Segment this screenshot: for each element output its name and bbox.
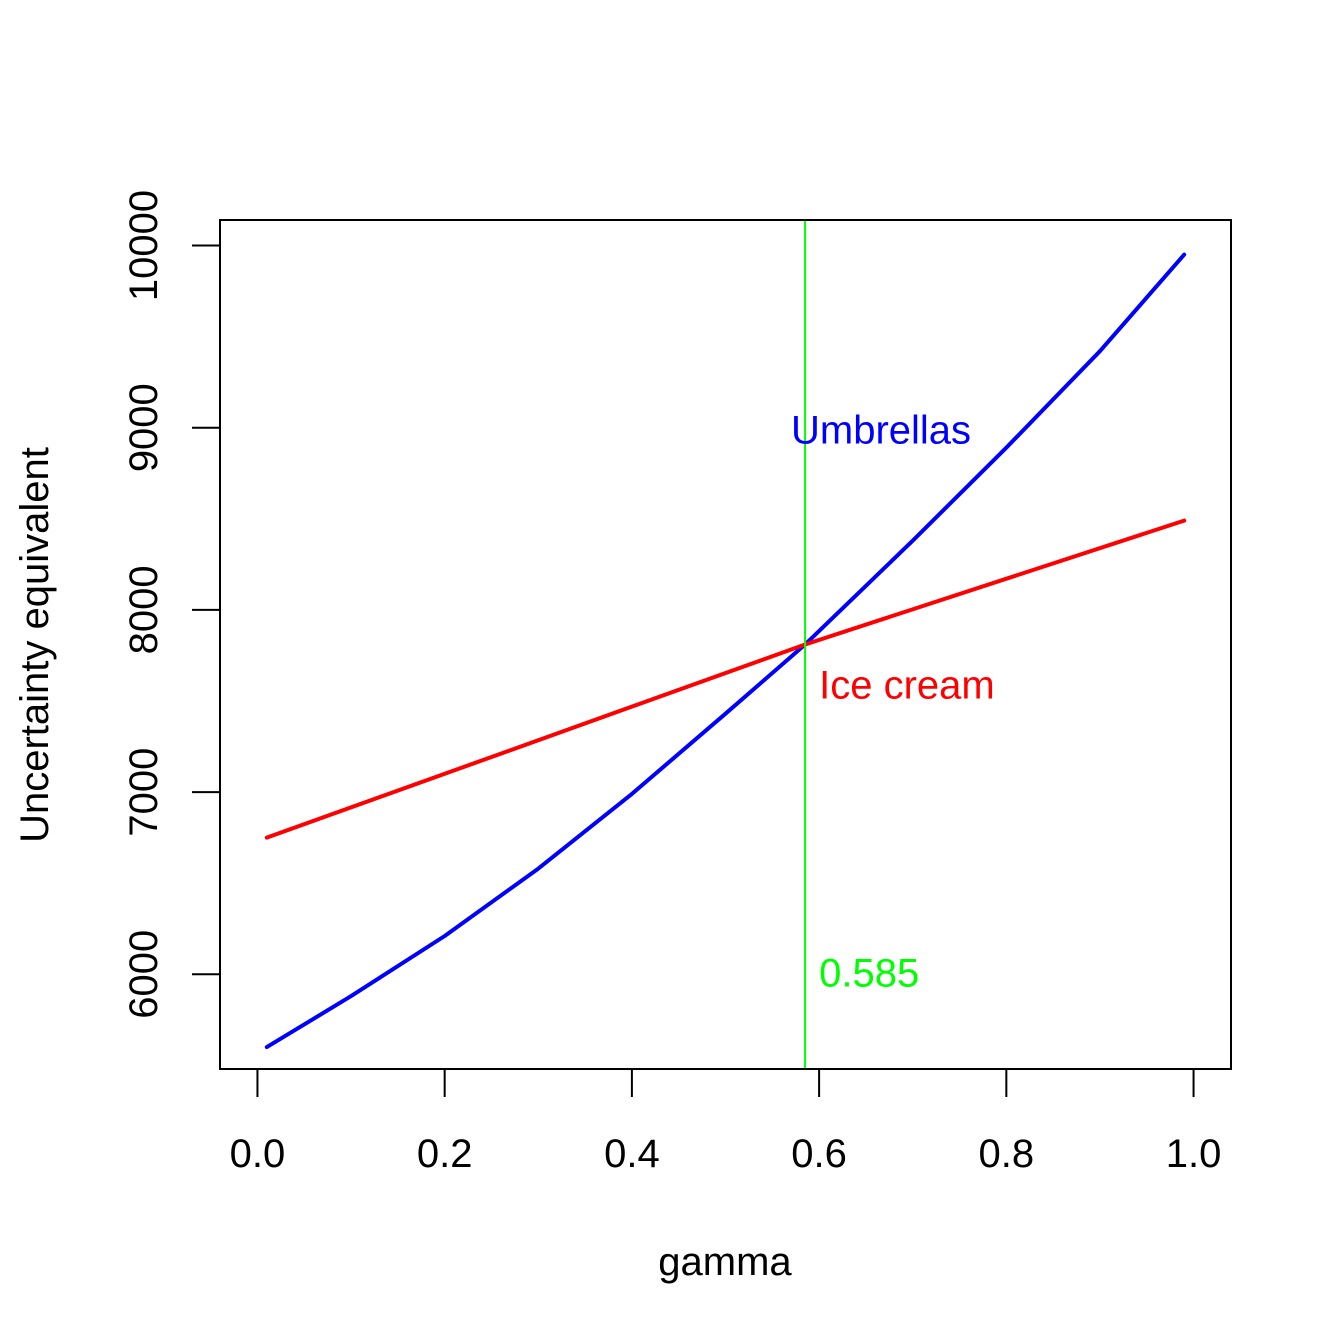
x-tick-label-4: 0.8 (979, 1132, 1035, 1176)
x-axis-title: gamma (658, 1240, 792, 1284)
x-tick-label-5: 1.0 (1166, 1132, 1222, 1176)
y-tick-label-1: 7000 (122, 748, 166, 837)
x-tick-label-0: 0.0 (230, 1132, 286, 1176)
annotation-2: 0.585 (819, 951, 919, 995)
y-axis: 6000 7000 8000 9000 10000 (122, 190, 221, 1019)
y-tick-label-0: 6000 (122, 930, 166, 1019)
annotation-0: Umbrellas (791, 409, 971, 453)
y-tick-label-3: 9000 (122, 383, 166, 472)
series-line-0 (264, 252, 1187, 1050)
y-tick-label-2: 8000 (122, 565, 166, 654)
annotation-1: Ice cream (819, 664, 995, 708)
x-axis: 0.0 0.2 0.4 0.6 0.8 1.0 (230, 1068, 1222, 1176)
x-tick-label-1: 0.2 (417, 1132, 473, 1176)
x-tick-label-3: 0.6 (791, 1132, 847, 1176)
y-axis-title: Uncertainty equivalent (13, 447, 57, 843)
y-tick-label-4: 10000 (122, 190, 166, 301)
x-tick-label-2: 0.4 (604, 1132, 660, 1176)
annotation-layer: Umbrellas Ice cream 0.585 (791, 220, 995, 1069)
